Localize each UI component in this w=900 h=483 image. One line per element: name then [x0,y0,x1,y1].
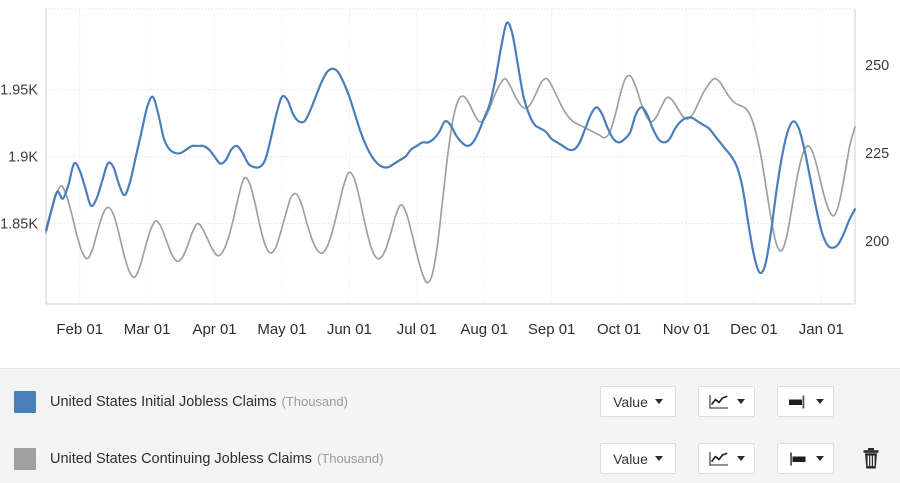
chart-type-dropdown[interactable] [698,386,755,417]
series-title: United States Initial Jobless Claims [50,393,277,410]
legend-row-controls: Value [600,430,900,483]
series-color-swatch[interactable] [14,447,36,470]
chevron-down-icon [816,399,824,404]
legend-panel: United States Initial Jobless Claims (Tho… [0,368,900,483]
value-dropdown-label: Value [613,450,648,467]
svg-text:Oct 01: Oct 01 [597,321,641,338]
x-axis-tick-labels: Feb 01 Mar 01 Apr 01 May 01 Jun 01 Jul 01 Aug … [56,321,843,338]
legend-row[interactable]: United States Continuing Jobless Claims(… [0,430,900,483]
chevron-down-icon [816,456,824,461]
legend-row[interactable]: United States Initial Jobless Claims (Tho… [0,373,900,430]
left-axis-tick-labels: 1.95K 1.9K 1.85K [0,82,38,232]
svg-text:Dec 01: Dec 01 [730,321,778,338]
svg-text:Jan 01: Jan 01 [799,321,844,338]
chart-svg: 1.95K 1.9K 1.85K 250 225 200 Feb 01 Mar 01 Apr… [0,8,889,338]
svg-text:Nov 01: Nov 01 [663,321,711,338]
svg-text:Sep 01: Sep 01 [528,321,576,338]
series-unit: (Thousand) [281,393,348,409]
line-chart-icon [708,393,730,411]
svg-text:225: 225 [865,146,889,162]
chart-plot-area: 1.95K 1.9K 1.85K 250 225 200 Feb 01 Mar 01 Apr… [0,8,890,338]
svg-text:May 01: May 01 [257,321,306,338]
svg-text:Feb 01: Feb 01 [56,321,103,338]
chart-type-dropdown[interactable] [698,443,755,474]
trash-icon [861,447,881,470]
right-axis-icon [787,394,809,410]
svg-text:200: 200 [865,234,889,250]
svg-text:250: 250 [865,58,889,74]
svg-text:Apr 01: Apr 01 [192,321,236,338]
axis-side-dropdown[interactable] [777,386,834,417]
axis-side-dropdown[interactable] [777,443,834,474]
delete-series-button[interactable] [856,443,886,475]
series-title: United States Continuing Jobless Claims [50,450,312,467]
svg-text:Jul 01: Jul 01 [397,321,437,338]
value-dropdown[interactable]: Value [600,386,676,417]
series-unit: (Thousand) [316,450,384,466]
series-name-label: United States Initial Jobless Claims (Tho… [50,394,348,410]
value-dropdown-label: Value [613,393,648,410]
left-axis-icon [787,451,809,467]
series-color-swatch[interactable] [14,390,36,413]
line-chart-icon [708,450,730,468]
legend-row-controls: Value [600,373,900,430]
right-axis-tick-labels: 250 225 200 [865,58,889,250]
chevron-down-icon [737,456,745,461]
svg-text:Aug 01: Aug 01 [460,321,508,338]
svg-text:1.85K: 1.85K [0,217,38,233]
series-lines [44,21,857,284]
svg-text:1.95K: 1.95K [0,82,38,98]
plot-frame [45,9,856,305]
gridlines [46,8,855,304]
svg-text:Mar 01: Mar 01 [124,321,171,338]
svg-text:Jun 01: Jun 01 [327,321,372,338]
chevron-down-icon [737,399,745,404]
chevron-down-icon [654,399,663,404]
chevron-down-icon [654,456,663,461]
value-dropdown[interactable]: Value [600,443,676,474]
series-name-label: United States Continuing Jobless Claims(… [50,451,383,467]
svg-text:1.9K: 1.9K [8,150,38,166]
